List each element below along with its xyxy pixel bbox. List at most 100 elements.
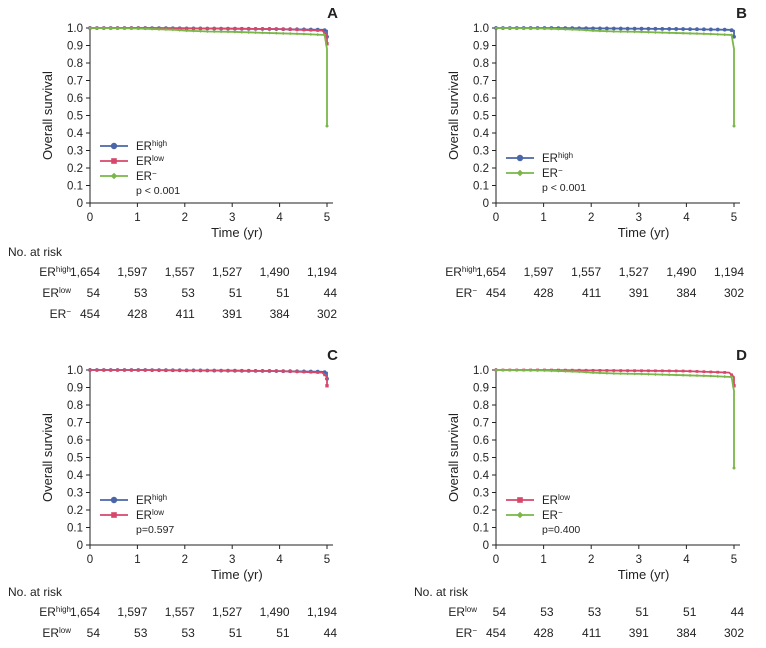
censor-mark-neg: [212, 29, 216, 34]
risk-cell: 1,490: [666, 265, 696, 279]
censor-mark-low: [702, 370, 706, 374]
censor-mark-neg: [730, 33, 734, 37]
panel-letter: A: [327, 5, 338, 22]
censor-mark-high: [646, 26, 651, 31]
censor-mark-low: [150, 368, 154, 372]
censor-mark-low: [247, 27, 251, 31]
censor-mark-neg: [143, 27, 147, 31]
y-tick-label: 0: [77, 540, 83, 552]
x-tick-label: 2: [588, 212, 594, 224]
y-tick-label: 0.8: [473, 400, 489, 412]
risk-cell: 454: [486, 286, 506, 300]
censor-mark-neg: [695, 373, 699, 378]
censor-mark-low: [647, 369, 650, 373]
x-tick-label: 3: [229, 212, 235, 224]
risk-table-title: No. at risk: [8, 245, 63, 259]
censor-mark-low: [730, 373, 734, 377]
y-tick-label: 0.4: [473, 128, 490, 140]
risk-cell: 51: [635, 605, 649, 619]
censor-mark-high: [591, 26, 595, 31]
legend-marker-high: [110, 142, 118, 150]
x-axis-label: Time (yr): [211, 225, 263, 240]
censor-mark-neg: [501, 26, 505, 30]
censor-mark-neg: [323, 33, 327, 37]
y-tick-label: 0: [77, 198, 83, 210]
legend-label-high-base: ER: [136, 141, 152, 153]
censor-mark-low: [619, 369, 623, 372]
y-axis-label: Overall survival: [40, 71, 55, 160]
risk-row-label-high: ERhigh: [445, 265, 477, 279]
censor-mark-low: [199, 369, 202, 372]
censor-mark-neg: [633, 30, 637, 34]
risk-cell: 44: [324, 626, 338, 640]
censor-mark-low: [212, 27, 216, 30]
risk-cell: 53: [134, 286, 148, 300]
legend-label-high: ERhigh: [542, 151, 573, 165]
end-mark-neg: [732, 466, 736, 470]
censor-mark-low: [268, 27, 271, 31]
risk-cell: 54: [87, 626, 101, 640]
risk-row-label-high-base: ER: [39, 265, 56, 279]
censor-mark-neg: [584, 28, 588, 32]
censor-mark-high: [598, 26, 602, 31]
risk-row-label-high-sup: high: [56, 265, 71, 274]
end-mark-high: [732, 34, 736, 39]
y-tick-label: 0.8: [67, 58, 83, 70]
x-tick-label: 5: [731, 554, 737, 566]
risk-cell: 1,490: [260, 265, 290, 279]
censor-mark-neg: [619, 371, 623, 376]
series-low: [88, 368, 329, 388]
censor-mark-low: [247, 369, 251, 373]
series-neg: [494, 368, 736, 470]
censor-mark-neg: [681, 373, 685, 377]
censor-mark-low: [688, 369, 692, 373]
x-tick-label: 5: [324, 212, 330, 224]
censor-mark-neg: [549, 369, 554, 373]
censor-mark-low: [268, 369, 271, 373]
censor-mark-neg: [626, 30, 630, 34]
censor-mark-low: [695, 370, 699, 373]
y-tick-label: 0.3: [473, 146, 489, 158]
censor-mark-low: [178, 26, 182, 30]
censor-mark-neg: [515, 26, 519, 30]
censor-mark-low: [219, 27, 223, 31]
y-axis-label: Overall survival: [40, 413, 55, 502]
x-tick-label: 3: [229, 554, 235, 566]
censor-mark-low: [723, 371, 727, 374]
risk-row-label-neg-base: ER: [456, 626, 473, 640]
legend-label-high-sup: high: [152, 493, 167, 502]
censor-mark-low: [226, 27, 230, 31]
risk-cell: 302: [317, 307, 337, 321]
risk-cell: 1,557: [571, 265, 601, 279]
censor-mark-neg: [660, 30, 664, 35]
y-tick-label: 0.7: [67, 76, 83, 88]
censor-mark-high: [674, 27, 679, 31]
risk-cell: 53: [540, 605, 554, 619]
legend-label-neg-base: ER: [542, 510, 558, 522]
censor-mark-high: [667, 27, 672, 31]
risk-row-label-low-base: ER: [42, 286, 59, 300]
censor-mark-low: [591, 368, 595, 372]
risk-row-label-neg-base: ER: [50, 307, 67, 321]
censor-mark-neg: [240, 30, 244, 34]
p-value: p < 0.001: [136, 185, 180, 197]
x-tick-label: 4: [683, 554, 690, 566]
risk-cell: 391: [629, 626, 649, 640]
censor-mark-neg: [702, 374, 706, 378]
censor-mark-low: [240, 27, 244, 31]
risk-row-label-neg-sup: −: [66, 307, 71, 316]
risk-cell: 428: [534, 286, 554, 300]
y-tick-label: 0.7: [67, 418, 83, 430]
censor-mark-neg: [494, 26, 498, 30]
risk-row-label-neg-sup: −: [472, 626, 477, 635]
x-tick-label: 0: [87, 554, 93, 566]
risk-cell: 53: [134, 626, 148, 640]
censor-mark-neg: [102, 26, 106, 30]
censor-mark-neg: [709, 374, 713, 378]
censor-mark-neg: [95, 26, 99, 30]
censor-mark-neg: [653, 372, 657, 376]
censor-mark-neg: [535, 26, 540, 31]
